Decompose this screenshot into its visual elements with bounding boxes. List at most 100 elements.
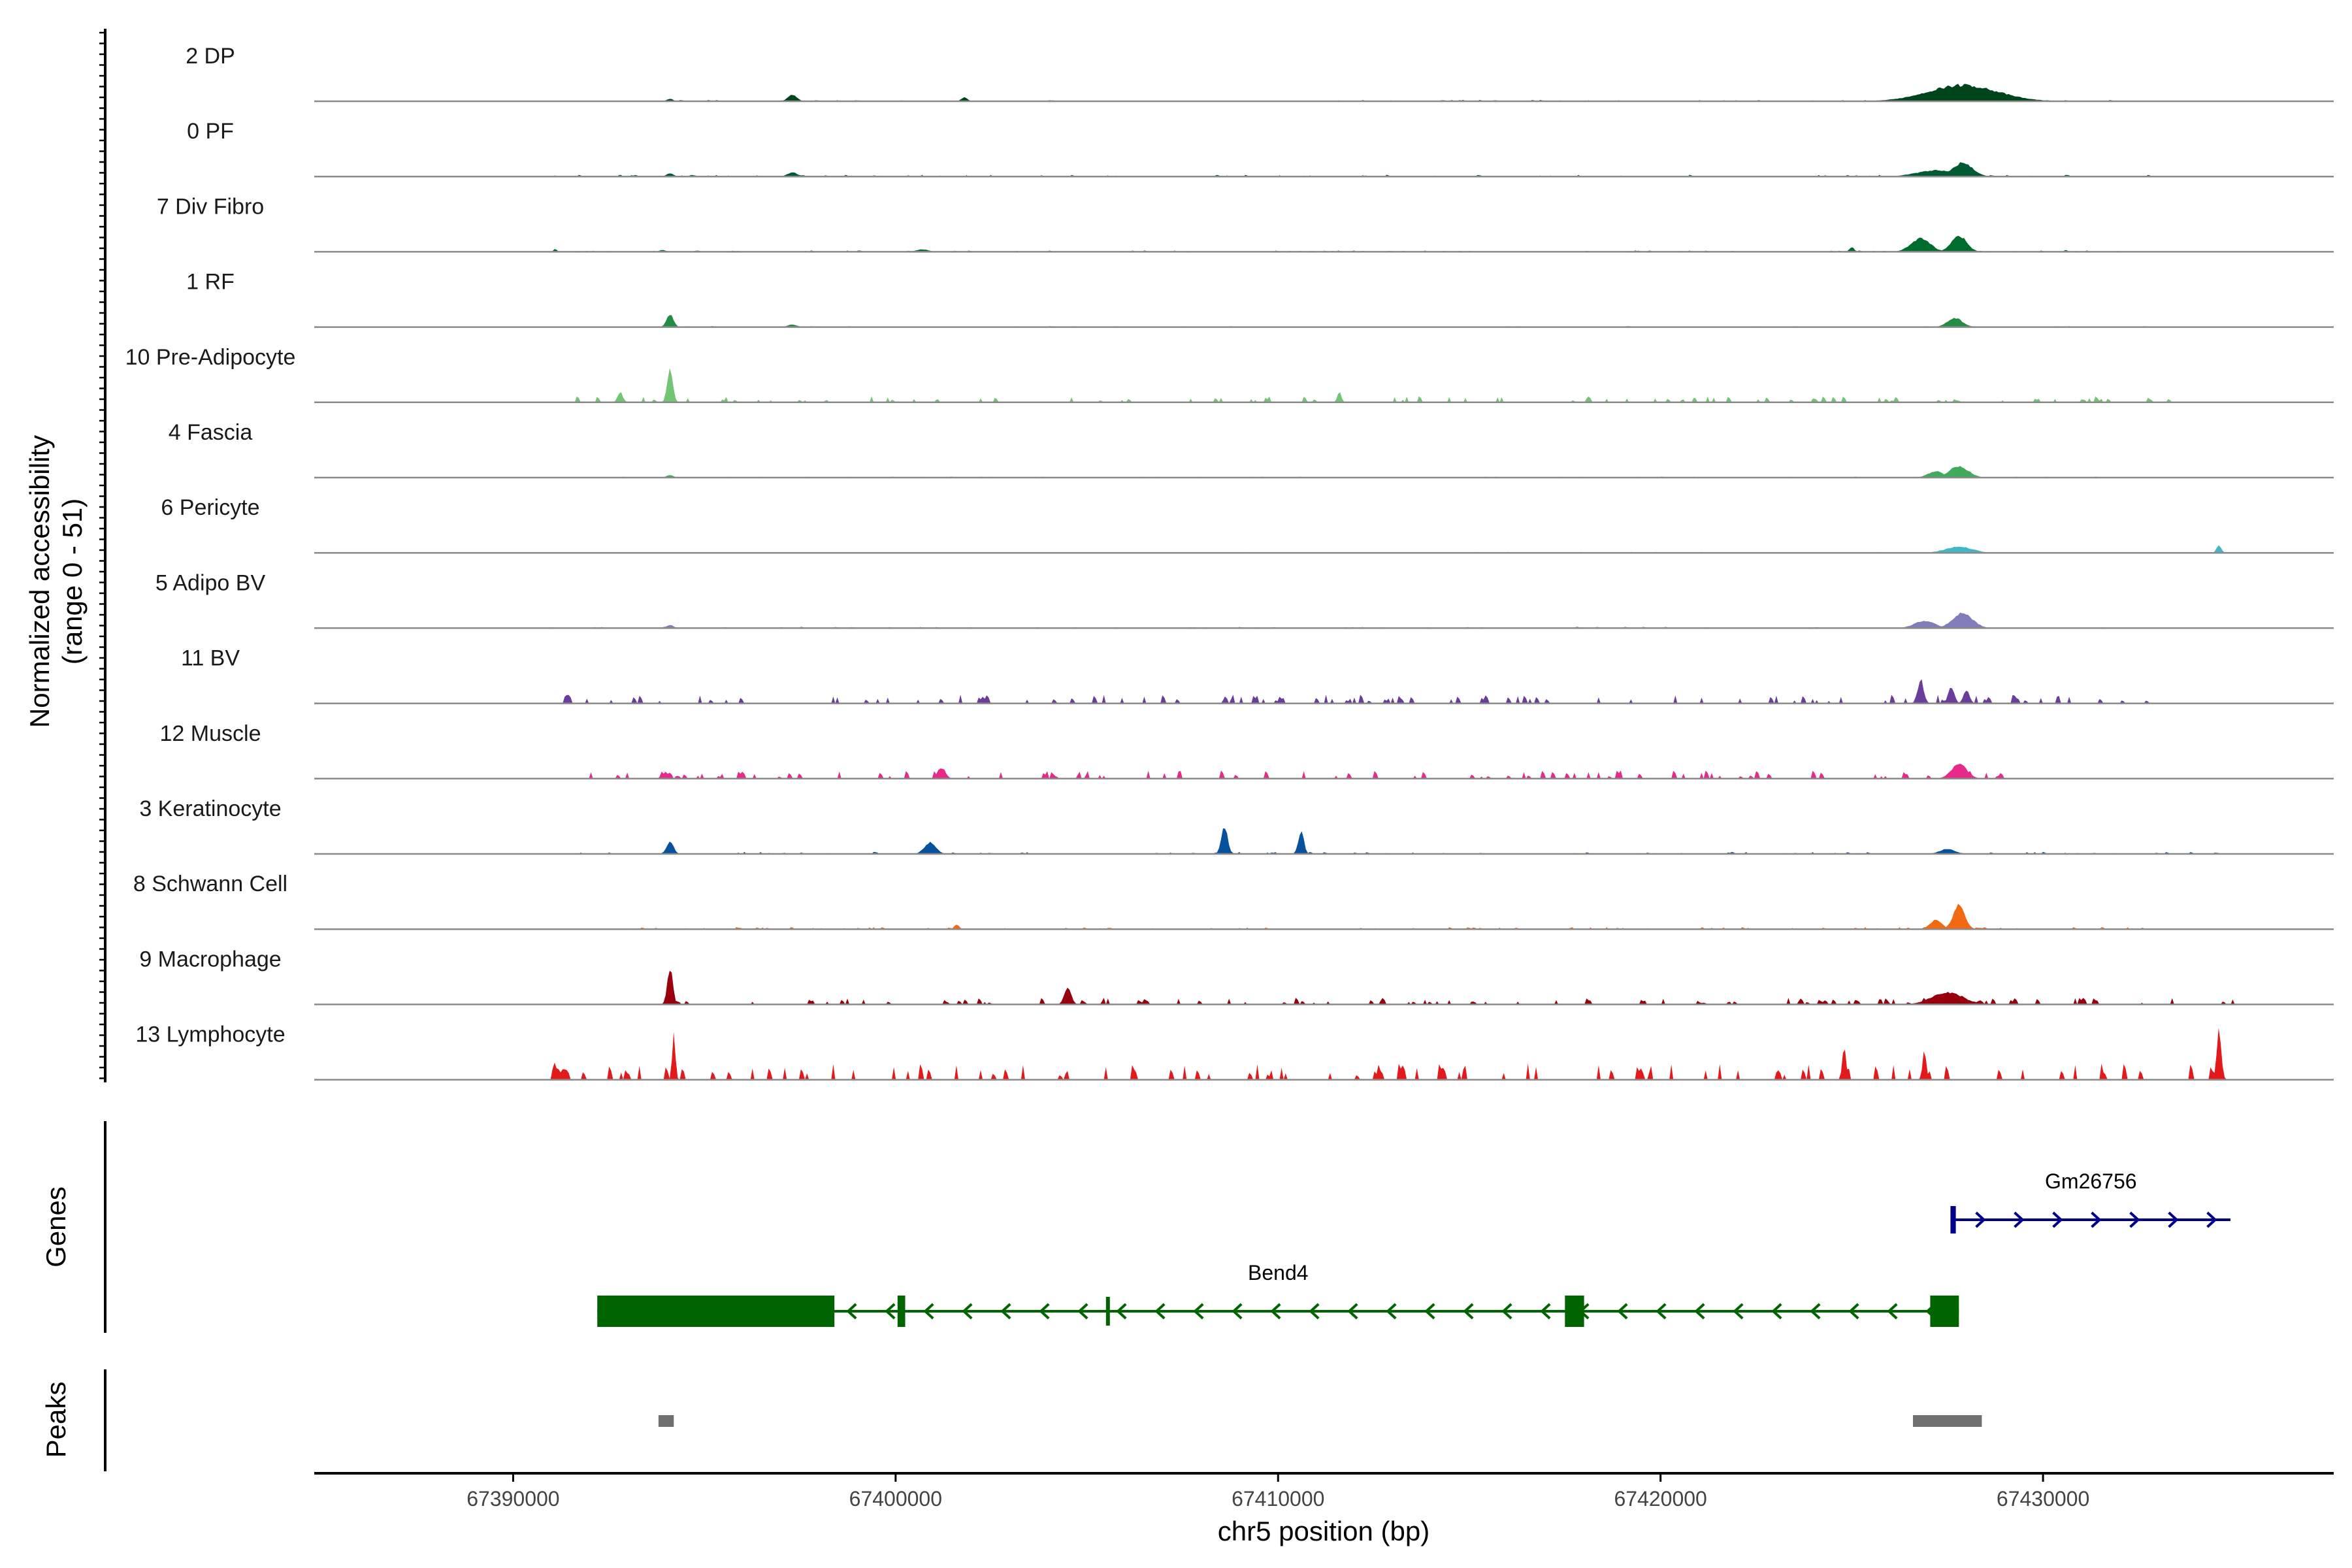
coverage-track: 12 Muscle [160,721,2334,780]
coverage-track: 0 PF [187,119,2334,178]
strand-arrow [2052,1211,2063,1228]
gene-annotation-track: Gm26756 Bend4 [597,1169,2230,1327]
coverage-area [314,970,2334,1005]
track-label: 2 DP [186,44,235,69]
gene-exon [1105,1297,1110,1326]
strand-arrow [2014,1211,2025,1228]
coverage-track: 7 Div Fibro [157,194,2334,253]
coverage-area [314,545,2334,553]
track-label: 0 PF [187,119,234,144]
x-tick-label: 67400000 [849,1487,942,1511]
coverage-track: 5 Adipo BV [155,570,2334,629]
strand-arrow [885,1303,896,1320]
coverage-area [314,235,2334,252]
coverage-area [314,162,2334,177]
track-label: 10 Pre-Adipocyte [125,345,296,370]
gene-exon [597,1296,835,1327]
track-label: 3 Keratinocyte [139,796,281,821]
coverage-track: 1 RF [186,270,2334,328]
coverage-track: 9 Macrophage [139,947,2334,1005]
coverage-area [314,1028,2334,1080]
peak-region [1913,1415,1982,1427]
strand-arrow [1771,1303,1782,1320]
genes-y-axis-title: Genes [41,1186,71,1267]
strand-arrow [1232,1303,1243,1320]
strand-arrow [1656,1303,1667,1320]
coverage-area [314,315,2334,327]
strand-arrow [1424,1303,1435,1320]
coverage-track: 6 Pericyte [161,495,2334,554]
peak-region [658,1415,674,1427]
gene-exon [897,1296,906,1327]
strand-arrow [1694,1303,1705,1320]
strand-arrow [2091,1211,2102,1228]
strand-arrow [923,1303,934,1320]
strand-arrow [1193,1303,1204,1320]
strand-arrow [846,1303,857,1320]
coverage-track: 4 Fascia [169,420,2334,479]
strand-arrow [1617,1303,1628,1320]
coverage-area [314,679,2334,704]
coverage-area [314,612,2334,629]
strand-arrow [1975,1211,1986,1228]
strand-arrow [1501,1303,1512,1320]
coverage-track: 3 Keratinocyte [139,796,2334,855]
coverage-track: 13 Lymphocyte [135,1022,2334,1081]
track-label: 5 Adipo BV [155,570,266,595]
coverage-y-axis-title-line2: (range 0 - 51) [57,498,88,664]
track-label: 4 Fascia [169,420,253,445]
strand-arrow [1887,1303,1898,1320]
track-label: 8 Schwann Cell [133,872,287,896]
track-label: 12 Muscle [160,721,261,746]
coverage-area [314,368,2334,402]
coverage-tracks: 2 DP 0 PF 7 Div Fibro 1 RF 10 Pre-Adipocyte 4… [125,44,2334,1081]
strand-arrow [1347,1303,1358,1320]
strand-arrow [1540,1303,1551,1320]
x-tick-label: 67410000 [1232,1487,1324,1511]
coverage-area [314,466,2334,478]
strand-arrow [1848,1303,1859,1320]
x-tick-label: 67390000 [466,1487,559,1511]
strand-arrow [1154,1303,1166,1320]
coverage-track: 2 DP [186,44,2334,103]
strand-arrow [1810,1303,1821,1320]
x-tick-label: 67430000 [1997,1487,2089,1511]
strand-arrow [1309,1303,1320,1320]
coverage-area [314,828,2334,854]
x-axis: 67390000 67400000 67410000 67420000 67430000 [466,1473,2089,1511]
peak-track [658,1415,1982,1427]
track-label: 7 Div Fibro [157,194,264,219]
strand-arrow [2129,1211,2140,1228]
gene-label: Bend4 [1248,1261,1309,1284]
x-tick-label: 67420000 [1614,1487,1707,1511]
peaks-y-axis-title: Peaks [41,1382,71,1458]
gene-exon [1565,1296,1584,1327]
coverage-y-axis [99,29,106,1083]
gene-exon [1930,1296,1959,1327]
strand-arrow [1039,1303,1050,1320]
strand-arrow [1386,1303,1397,1320]
track-label: 13 Lymphocyte [135,1022,285,1047]
coverage-area [314,84,2334,101]
track-label: 11 BV [181,646,240,671]
strand-arrow [1463,1303,1474,1320]
gene-label: Gm26756 [2045,1169,2137,1193]
strand-arrow [2206,1211,2217,1228]
coverage-y-axis-title: Normalized accessibility (range 0 - 51) [24,435,88,728]
track-label: 9 Macrophage [139,947,281,972]
gene-model: Bend4 [597,1261,1959,1327]
coverage-area [314,764,2334,779]
strand-arrow [1270,1303,1281,1320]
coverage-track: 11 BV [181,646,2334,704]
track-label: 1 RF [186,270,235,295]
gene-exon [1950,1206,1956,1233]
coverage-y-axis-title-line1: Normalized accessibility [24,435,55,728]
strand-arrow [1000,1303,1011,1320]
strand-arrow [1116,1303,1127,1320]
x-axis-title: chr5 position (bp) [1218,1516,1430,1546]
strand-arrow [1077,1303,1088,1320]
strand-arrow [962,1303,973,1320]
strand-arrow [2168,1211,2179,1228]
track-label: 6 Pericyte [161,495,259,520]
